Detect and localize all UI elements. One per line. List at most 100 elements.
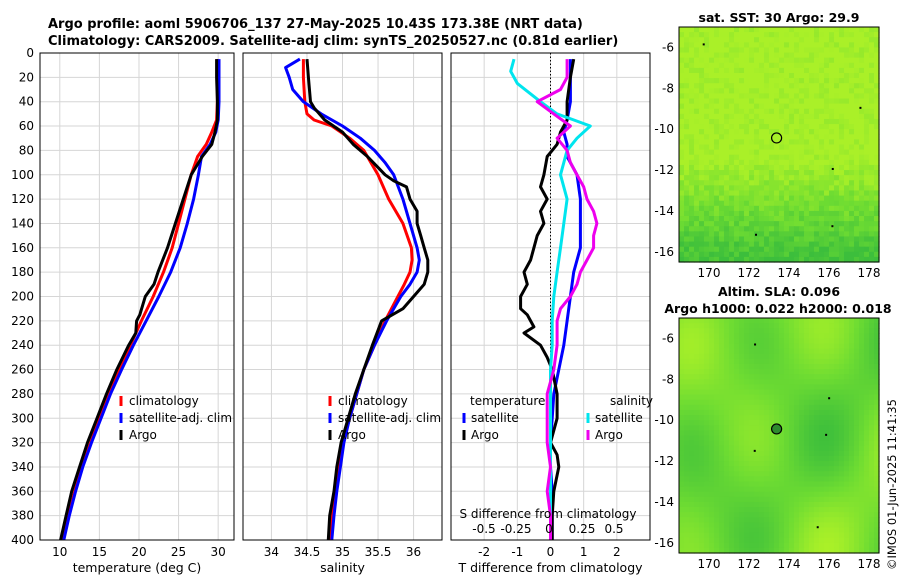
heatmap-cell	[849, 139, 855, 146]
heatmap-cell	[864, 512, 870, 518]
heatmap-cell	[874, 170, 880, 176]
y-tick-label: 400	[11, 533, 34, 547]
heatmap-cell	[834, 83, 840, 89]
heatmap-cell	[764, 62, 770, 69]
heatmap-cell	[809, 154, 815, 161]
heatmap-cell	[679, 42, 685, 49]
heatmap-cell	[714, 466, 720, 472]
heatmap-cell	[874, 236, 880, 243]
heatmap-cell	[759, 32, 765, 38]
heatmap-cell	[809, 134, 815, 140]
heatmap-cell	[744, 399, 750, 406]
heatmap-cell	[814, 205, 820, 212]
heatmap-cell	[794, 113, 800, 120]
heatmap-cell	[799, 124, 805, 130]
heatmap-cell	[799, 129, 805, 135]
title-line-1: Argo profile: aoml 5906706_137 27-May-20…	[48, 17, 583, 32]
heatmap-cell	[779, 369, 785, 375]
map-x-tick-label: 178	[858, 557, 881, 571]
heatmap-cell	[709, 537, 715, 544]
heatmap-cell	[834, 491, 840, 498]
heatmap-cell	[874, 517, 880, 523]
heatmap-cell	[804, 226, 810, 232]
heatmap-cell	[699, 517, 705, 523]
heatmap-cell	[844, 200, 850, 207]
heatmap-cell	[684, 461, 690, 467]
heatmap-cell	[739, 37, 745, 43]
coast-speck	[753, 449, 756, 452]
heatmap-cell	[819, 134, 825, 140]
heatmap-cell	[814, 517, 820, 523]
heatmap-cell	[764, 72, 770, 79]
heatmap-cell	[699, 175, 705, 181]
heatmap-cell	[869, 32, 875, 38]
heatmap-cell	[724, 542, 730, 549]
heatmap-cell	[764, 379, 770, 386]
heatmap-cell	[849, 256, 855, 263]
heatmap-cell	[874, 369, 880, 375]
heatmap-cell	[689, 379, 695, 386]
heatmap-cell	[749, 241, 755, 248]
heatmap-cell	[689, 512, 695, 518]
heatmap-cell	[874, 415, 880, 421]
heatmap-cell	[744, 226, 750, 232]
heatmap-cell	[874, 333, 880, 340]
heatmap-cell	[744, 338, 750, 345]
heatmap-cell	[749, 27, 755, 33]
heatmap-cell	[729, 231, 735, 238]
heatmap-cell	[854, 149, 860, 156]
heatmap-cell	[849, 108, 855, 115]
heatmap-cell	[834, 323, 840, 329]
heatmap-cell	[749, 98, 755, 105]
heatmap-cell	[779, 328, 785, 334]
heatmap-cell	[789, 246, 795, 253]
heatmap-cell	[834, 353, 840, 360]
heatmap-cell	[689, 527, 695, 534]
heatmap-cell	[744, 481, 750, 488]
heatmap-cell	[844, 98, 850, 105]
heatmap-cell	[874, 358, 880, 365]
heatmap-cell	[754, 98, 760, 105]
heatmap-cell	[789, 52, 795, 59]
heatmap-cell	[689, 542, 695, 549]
heatmap-cell	[809, 445, 815, 452]
heatmap-cell	[679, 32, 685, 38]
heatmap-cell	[824, 72, 830, 79]
heatmap-cell	[684, 62, 690, 69]
heatmap-cell	[829, 481, 835, 488]
heatmap-cell	[679, 527, 685, 534]
heatmap-cell	[769, 256, 775, 263]
heatmap-cell	[864, 343, 870, 350]
heatmap-cell	[744, 236, 750, 243]
heatmap-cell	[779, 52, 785, 59]
heatmap-cell	[724, 384, 730, 391]
heatmap-cell	[834, 256, 840, 263]
heatmap-cell	[814, 522, 820, 529]
heatmap-cell	[739, 440, 745, 447]
heatmap-cell	[749, 461, 755, 467]
heatmap-cell	[709, 323, 715, 329]
heatmap-cell	[864, 491, 870, 498]
heatmap-cell	[789, 522, 795, 529]
heatmap-cell	[749, 190, 755, 197]
heatmap-cell	[849, 501, 855, 508]
heatmap-cell	[769, 221, 775, 227]
heatmap-cell	[689, 450, 695, 457]
map-y-tick-label: -12	[654, 163, 674, 177]
heatmap-cell	[729, 542, 735, 549]
heatmap-cell	[729, 108, 735, 115]
heatmap-cell	[799, 450, 805, 457]
heatmap-cell	[859, 210, 865, 217]
heatmap-cell	[824, 67, 830, 74]
heatmap-cell	[744, 108, 750, 115]
heatmap-cell	[704, 241, 710, 248]
heatmap-cell	[809, 491, 815, 498]
heatmap-cell	[814, 399, 820, 406]
heatmap-cell	[794, 455, 800, 462]
heatmap-cell	[804, 527, 810, 534]
heatmap-cell	[854, 384, 860, 391]
heatmap-cell	[754, 83, 760, 89]
heatmap-cell	[869, 246, 875, 253]
heatmap-cell	[774, 323, 780, 329]
heatmap-cell	[839, 379, 845, 386]
